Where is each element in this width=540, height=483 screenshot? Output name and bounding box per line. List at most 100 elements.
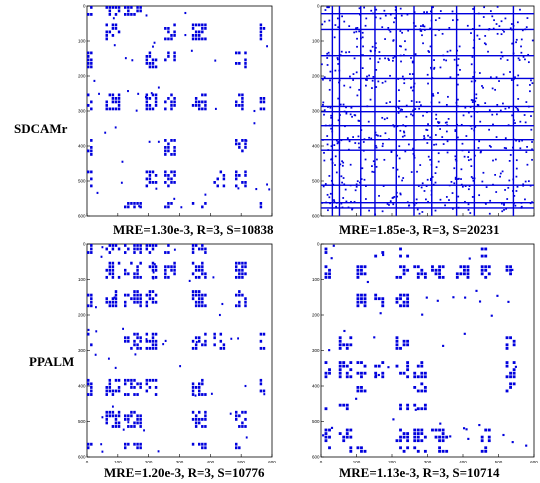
- nonzero-block: [198, 297, 201, 301]
- nonzero-block: [244, 58, 247, 62]
- nonzero-block: [331, 6, 334, 216]
- nonzero-block: [457, 195, 460, 198]
- nonzero-block: [510, 79, 513, 81]
- nonzero-block: [157, 140, 160, 143]
- nonzero-block: [531, 39, 534, 42]
- nonzero-block: [498, 25, 501, 27]
- nonzero-block: [345, 111, 348, 114]
- nonzero-block: [191, 382, 195, 386]
- nonzero-block: [487, 439, 491, 443]
- nonzero-block: [516, 21, 519, 24]
- nonzero-block: [133, 332, 136, 336]
- nonzero-block: [173, 181, 176, 184]
- nonzero-block: [427, 50, 430, 52]
- nonzero-block: [124, 417, 127, 421]
- nonzero-block: [170, 104, 173, 107]
- nonzero-block: [198, 382, 201, 386]
- nonzero-block: [139, 297, 142, 301]
- nonzero-block: [105, 100, 108, 104]
- nonzero-block: [434, 19, 437, 22]
- nonzero-block: [157, 86, 160, 89]
- y-tick-label: 0: [317, 4, 320, 9]
- plot-frame: [320, 243, 535, 458]
- nonzero-block: [127, 205, 130, 209]
- nonzero-block: [136, 382, 139, 386]
- nonzero-block: [395, 6, 397, 216]
- nonzero-block: [514, 365, 517, 368]
- nonzero-block: [164, 27, 167, 30]
- nonzero-block: [426, 11, 428, 13]
- nonzero-block: [151, 265, 155, 269]
- nonzero-block: [423, 435, 427, 439]
- y-tick-label: 500: [312, 419, 320, 424]
- caption-bottom-left: MRE=1.20e-3, R=3, S=10776: [104, 465, 265, 480]
- nonzero-block: [127, 9, 130, 13]
- nonzero-block: [423, 25, 426, 28]
- nonzero-block: [364, 24, 367, 27]
- nonzero-block: [519, 8, 521, 11]
- nonzero-block: [406, 201, 409, 204]
- nonzero-block: [124, 244, 127, 247]
- nonzero-block: [420, 371, 424, 375]
- nonzero-block: [145, 177, 149, 181]
- nonzero-block: [360, 265, 363, 269]
- nonzero-block: [449, 49, 452, 52]
- nonzero-block: [204, 27, 207, 30]
- nonzero-block: [349, 336, 353, 340]
- nonzero-block: [324, 407, 328, 411]
- nonzero-block: [90, 244, 93, 247]
- nonzero-block: [355, 27, 357, 30]
- nonzero-block: [114, 421, 118, 425]
- nonzero-block: [328, 196, 331, 199]
- nonzero-block: [472, 46, 475, 49]
- nonzero-block: [238, 62, 241, 65]
- nonzero-block: [508, 106, 510, 109]
- nonzero-block: [323, 159, 326, 162]
- nonzero-block: [514, 204, 517, 207]
- nonzero-block: [87, 382, 90, 386]
- nonzero-block: [337, 63, 340, 65]
- nonzero-block: [259, 27, 263, 30]
- nonzero-block: [130, 261, 133, 265]
- nonzero-block: [463, 427, 466, 430]
- nonzero-block: [90, 251, 93, 254]
- nonzero-block: [471, 101, 474, 103]
- nonzero-block: [201, 300, 204, 304]
- nonzero-block: [259, 202, 263, 205]
- nonzero-block: [111, 268, 115, 272]
- nonzero-block: [235, 414, 238, 418]
- nonzero-block: [430, 68, 433, 71]
- nonzero-block: [204, 339, 207, 343]
- nonzero-block: [238, 104, 241, 107]
- nonzero-block: [392, 418, 395, 421]
- nonzero-block: [338, 346, 342, 350]
- nonzero-block: [492, 159, 494, 162]
- nonzero-block: [349, 368, 353, 372]
- nonzero-block: [90, 304, 93, 308]
- nonzero-block: [363, 6, 366, 9]
- nonzero-block: [198, 275, 201, 279]
- nonzero-block: [517, 109, 520, 111]
- nonzero-block: [324, 375, 328, 379]
- nonzero-block: [173, 51, 176, 55]
- nonzero-block: [375, 8, 378, 11]
- nonzero-block: [191, 346, 195, 350]
- nonzero-block: [111, 300, 115, 304]
- nonzero-block: [148, 181, 152, 184]
- nonzero-block: [201, 442, 204, 446]
- nonzero-block: [114, 389, 118, 393]
- nonzero-block: [145, 14, 148, 17]
- nonzero-block: [148, 251, 152, 254]
- nonzero-block: [235, 275, 238, 279]
- nonzero-block: [420, 407, 424, 411]
- nonzero-block: [461, 149, 464, 152]
- nonzero-block: [148, 265, 152, 269]
- nonzero-block: [341, 160, 343, 163]
- nonzero-block: [324, 361, 328, 364]
- nonzero-block: [136, 265, 139, 269]
- nonzero-block: [441, 265, 445, 269]
- nonzero-block: [145, 247, 149, 251]
- nonzero-block: [335, 139, 338, 142]
- nonzero-block: [327, 106, 329, 108]
